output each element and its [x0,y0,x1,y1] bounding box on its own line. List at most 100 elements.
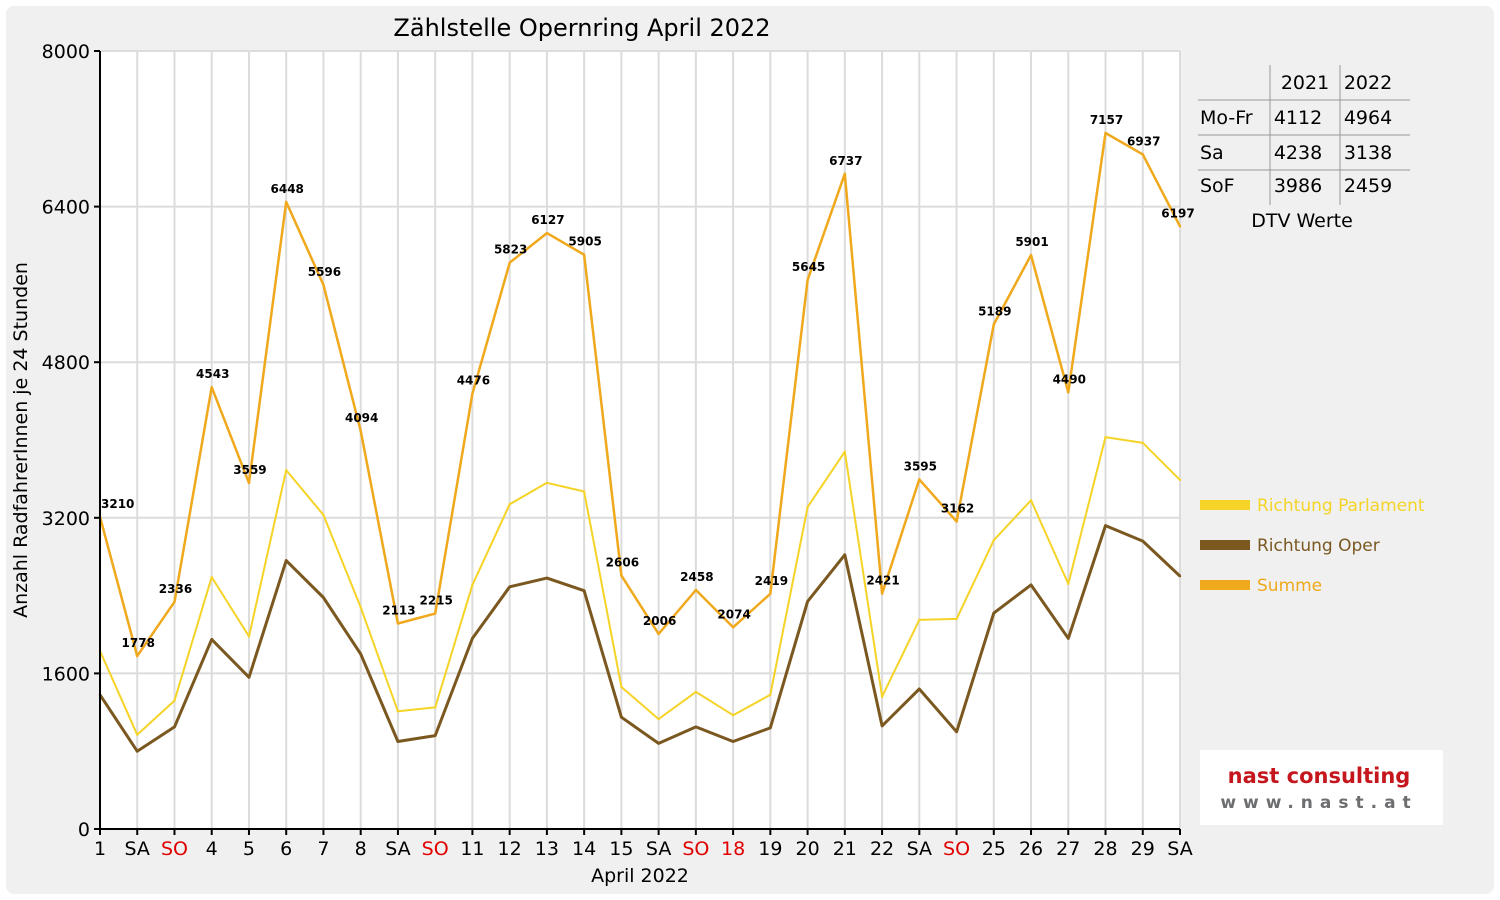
data-label: 3162 [941,501,974,515]
table-cell: 4112 [1274,107,1322,129]
data-point [136,750,139,753]
data-point [992,611,995,615]
data-point [806,600,809,603]
series-lines [98,131,1182,753]
data-label: 2458 [680,570,713,584]
chart-title: Zählstelle Opernring April 2022 [393,14,770,42]
data-label: 2113 [382,604,415,618]
table-caption: DTV Werte [1251,210,1353,232]
data-point [1067,637,1070,640]
data-label: 5596 [308,265,341,279]
data-point [582,253,586,256]
data-point [1067,582,1070,586]
x-tick-label: SA [385,838,410,860]
data-point [1141,441,1144,445]
data-point [657,717,660,721]
data-label: 6448 [271,182,304,196]
x-tick-label: 6 [280,838,292,860]
x-tick-label: 26 [1019,838,1043,860]
x-tick-label: 19 [758,838,782,860]
data-point [843,172,847,176]
data-point [210,575,213,579]
data-label: 3559 [233,463,266,477]
data-point [545,231,549,235]
data-label: 4490 [1053,372,1086,386]
data-point [1104,435,1107,439]
data-point [620,715,623,719]
data-point [1029,583,1033,587]
data-point [136,654,139,658]
logo-box: nast consulting www.nast.at [1200,750,1443,825]
data-point [285,559,288,562]
data-label: 6127 [531,213,564,227]
data-label: 5823 [494,243,527,257]
x-tick-label: SO [422,838,449,860]
x-tick-label: 22 [870,838,894,860]
x-tick-label: 15 [609,838,633,860]
data-point [880,724,884,728]
data-point [1029,499,1033,502]
data-point [508,261,511,264]
data-point [396,740,400,743]
data-point [1178,225,1182,228]
x-tick-label: 1 [94,838,106,860]
data-point [1141,153,1144,156]
data-label: 6937 [1127,134,1160,148]
axes [99,51,1180,830]
data-point [1141,539,1144,543]
data-point [173,725,176,729]
table-row-label: Sa [1200,142,1224,164]
data-point [694,725,698,729]
data-point [880,592,884,595]
y-tick-label: 6400 [42,197,90,219]
x-tick-label: SA [646,838,671,860]
x-axis-label: April 2022 [591,865,689,887]
data-point [247,481,251,485]
x-tick-label: 4 [206,838,218,860]
data-point [955,617,958,621]
legend-swatch [1200,540,1250,550]
table-row-label: Mo-Fr [1200,107,1253,129]
legend-swatch [1200,580,1250,590]
series-line-3 [98,131,1182,658]
data-point [433,706,437,709]
data-point [694,588,698,592]
legend-label: Summe [1257,576,1322,596]
data-label: 3210 [101,497,134,511]
logo-background [1200,750,1443,825]
data-point [471,392,474,395]
x-tick-label: 12 [498,838,522,860]
table-header-2021: 2021 [1281,72,1329,94]
data-point [322,596,325,599]
data-label: 7157 [1090,113,1123,127]
plot-area [100,51,1180,829]
data-point [657,632,660,636]
data-label: 5189 [978,304,1011,318]
data-point [285,468,288,472]
table-cell: 4238 [1274,142,1322,164]
x-tick-label: 8 [355,838,367,860]
data-label: 4094 [345,411,378,425]
x-tick-label: SO [682,838,709,860]
data-point [731,714,735,717]
data-point [433,734,437,737]
data-point [508,502,511,506]
x-tick-label: 21 [833,838,857,860]
data-label: 4476 [457,374,490,388]
data-point [955,520,958,523]
data-point [620,574,623,577]
data-label: 2006 [643,614,676,628]
data-label: 4543 [196,367,229,381]
data-point [769,592,772,595]
data-label: 1778 [122,636,155,650]
data-point [806,505,809,509]
data-point [769,726,772,730]
x-tick-label: 13 [535,838,559,860]
y-tick-label: 8000 [42,41,90,63]
x-tick-label: 5 [243,838,255,860]
data-point [694,690,698,694]
table-header-2022: 2022 [1344,72,1392,94]
table-row-label: SoF [1200,175,1235,197]
data-point [731,740,735,743]
